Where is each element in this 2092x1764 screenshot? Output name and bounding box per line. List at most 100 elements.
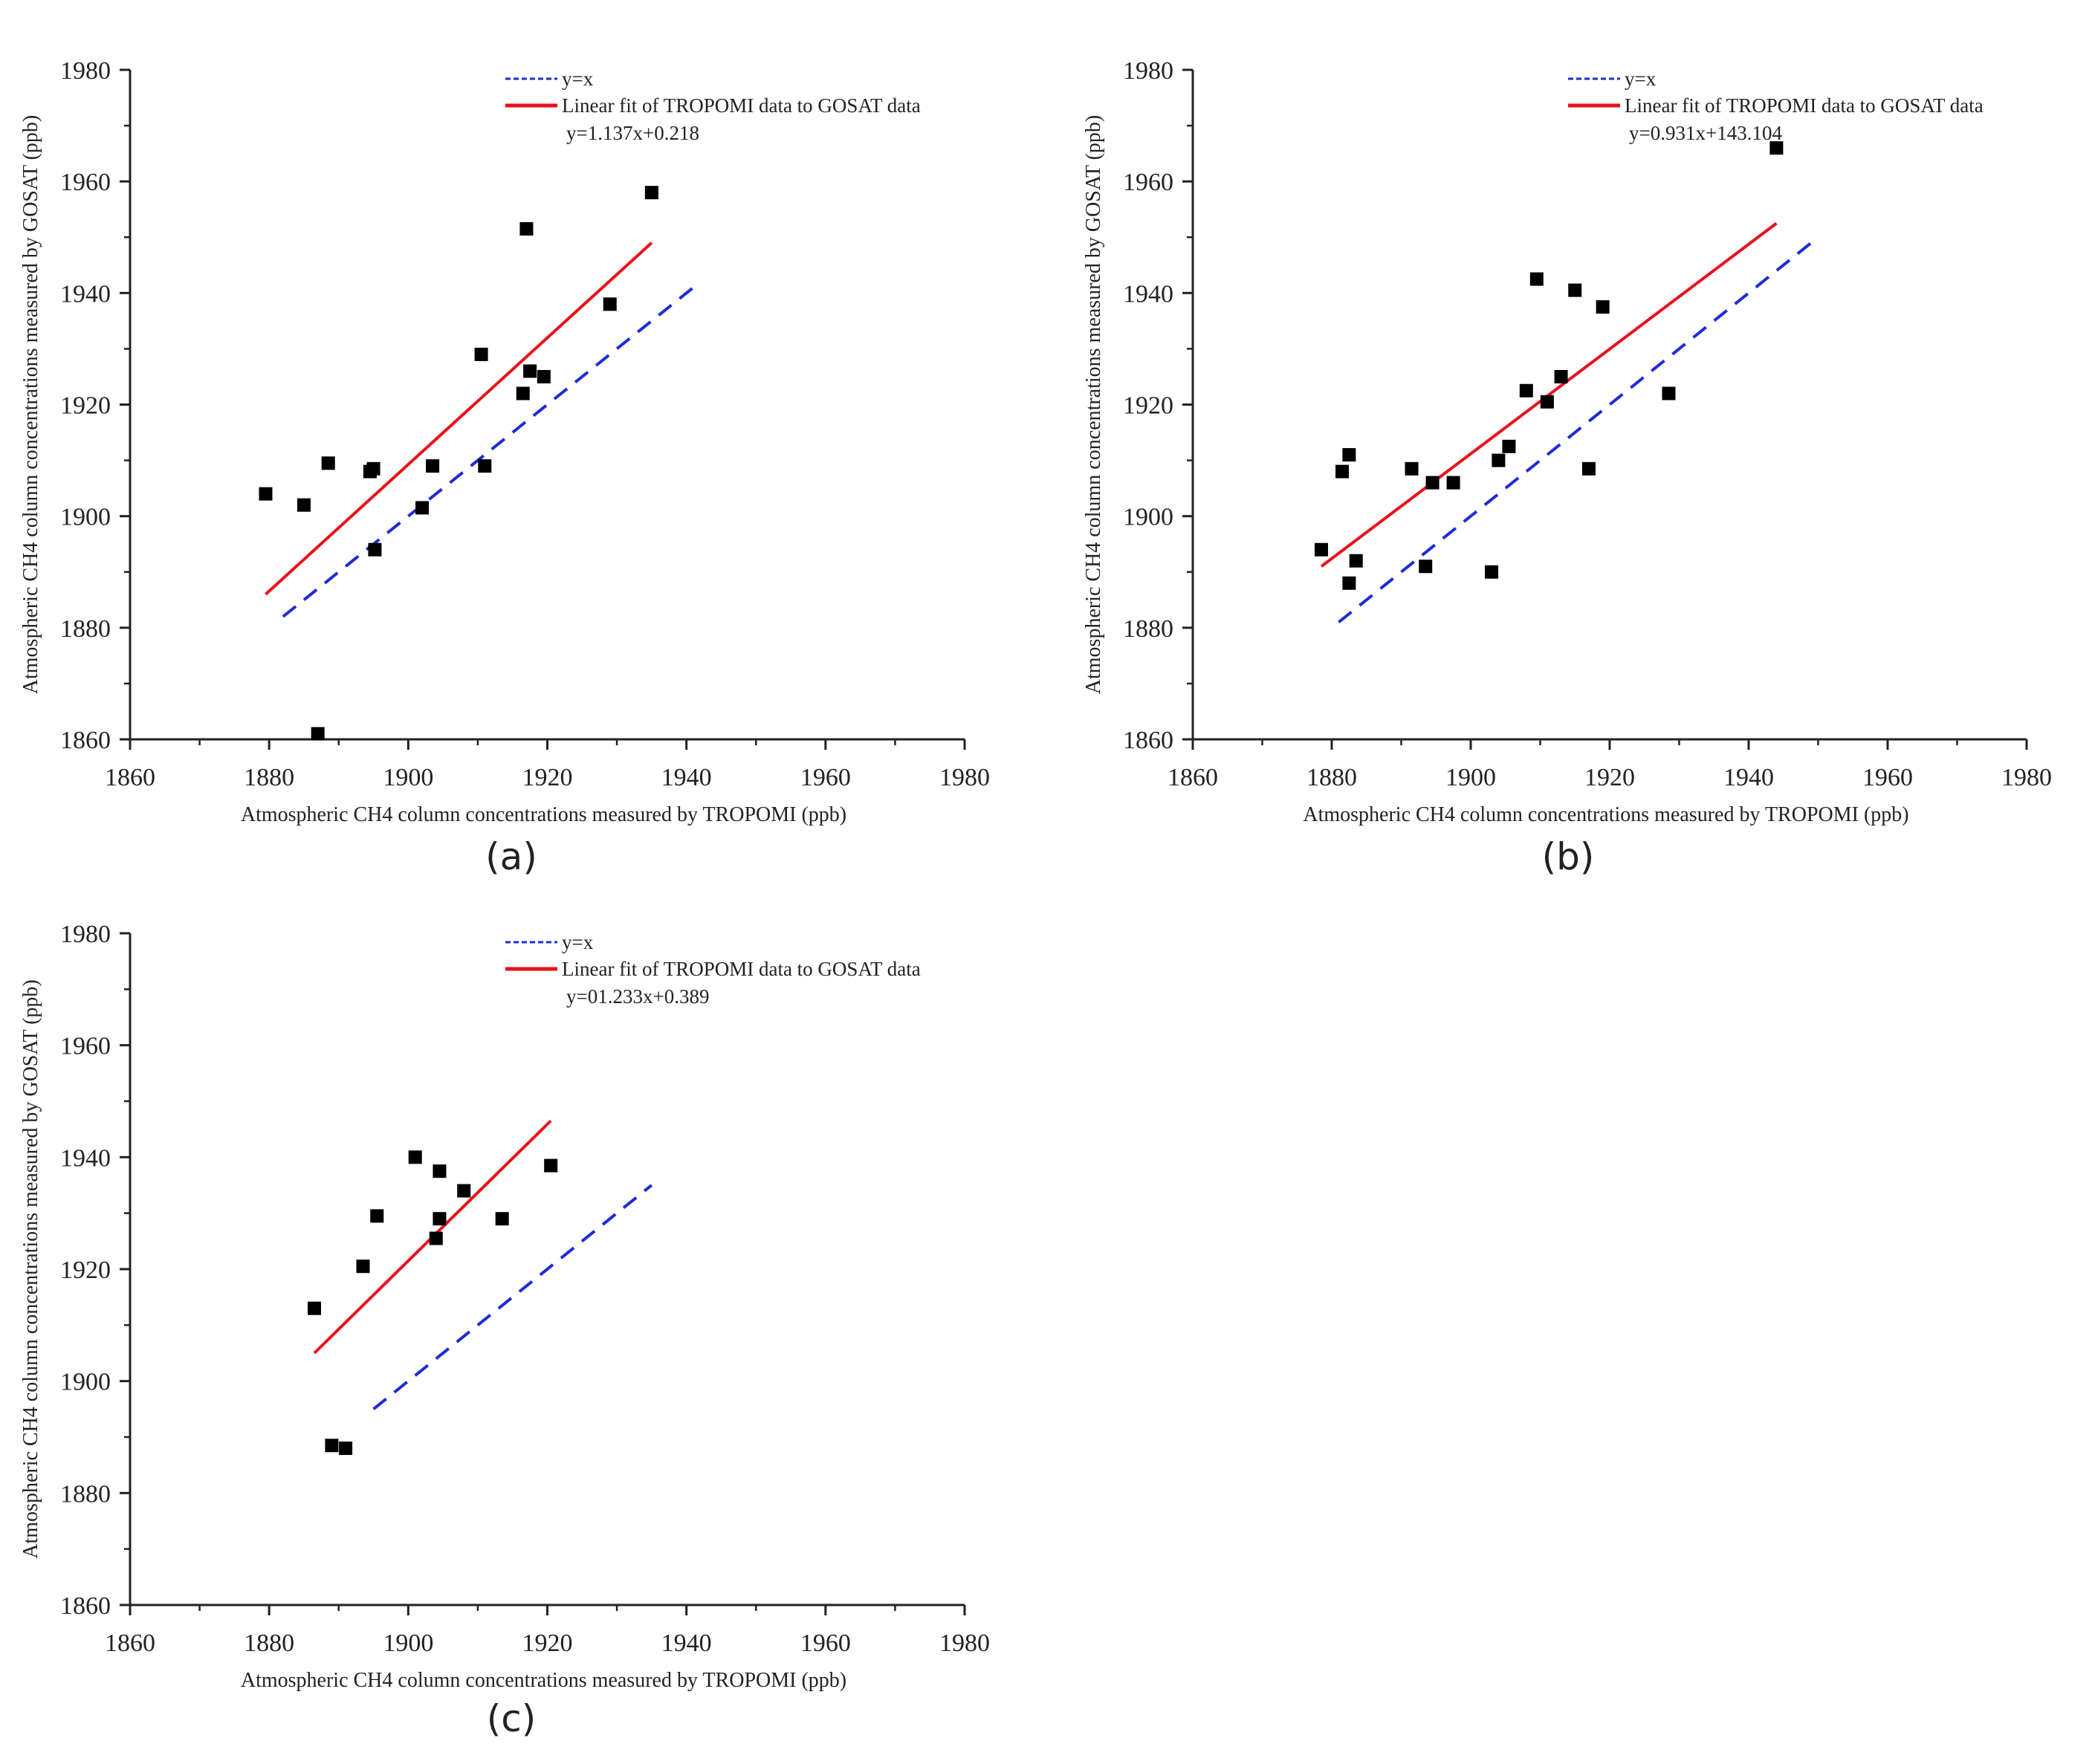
data-point [433, 1164, 447, 1178]
x-tick-label: 1880 [244, 764, 294, 791]
data-point [1335, 464, 1350, 479]
data-point [495, 1212, 509, 1226]
y-tick-label: 1940 [60, 1144, 111, 1172]
data-point [415, 501, 430, 515]
legend-identity-label: y=x [1625, 68, 1657, 90]
chart-panel-c: 1860 1880 1900 1920 1940 1960 1980 1860 1880 1900… [19, 921, 990, 1740]
legend-equation: y=01.233x+0.389 [566, 985, 709, 1008]
data-point [516, 386, 530, 401]
data-point [325, 1439, 339, 1453]
data-point [1492, 453, 1506, 467]
data-point [321, 456, 335, 470]
y-tick-label: 1920 [1123, 392, 1173, 420]
x-axis-title: Atmospheric CH4 column concentrations me… [1303, 803, 1908, 826]
legend-fit-label: Linear fit of TROPOMI data to GOSAT data [562, 94, 921, 117]
x-tick-label: 1940 [1723, 764, 1774, 791]
y-tick-label: 1960 [60, 169, 111, 196]
data-point [297, 498, 311, 512]
data-point [1596, 300, 1610, 314]
y-tick-label: 1940 [1123, 280, 1173, 308]
x-axis-title: Atmospheric CH4 column concentrations me… [241, 803, 846, 826]
identity-line [1338, 241, 1813, 623]
data-point [366, 461, 380, 476]
panel-label: (b) [1542, 835, 1595, 878]
panel-label: (a) [485, 835, 537, 878]
data-point [339, 1442, 353, 1456]
y-tick-label: 1960 [60, 1033, 111, 1060]
x-tick-label: 1920 [522, 1630, 573, 1657]
chart-panel-a: 1860 1880 1900 1920 1940 1960 1980 1860 1880 1900… [19, 57, 990, 878]
x-tick-label: 1880 [1306, 764, 1357, 791]
data-point [1446, 476, 1460, 490]
data-point [1554, 369, 1568, 383]
data-point [603, 297, 617, 311]
fit-line [1320, 221, 1778, 568]
identity-line [372, 1184, 653, 1410]
data-point [1519, 383, 1533, 398]
data-point [474, 347, 488, 361]
y-tick-label: 1960 [1123, 169, 1173, 196]
data-point [311, 727, 325, 741]
x-tick-label: 1980 [2001, 764, 2052, 791]
identity-line [282, 280, 702, 618]
data-point [1485, 565, 1499, 579]
data-point [457, 1184, 471, 1198]
data-point [1405, 461, 1419, 476]
x-tick-label: 1900 [1445, 764, 1496, 791]
data-point [356, 1259, 370, 1274]
fit-line [265, 241, 653, 596]
data-point [544, 1158, 558, 1173]
panel-label: (c) [487, 1697, 537, 1740]
data-point [433, 1212, 447, 1226]
y-tick-label: 1900 [60, 1369, 111, 1396]
y-axis-title: Atmospheric CH4 column concentrations me… [19, 115, 42, 694]
x-tick-label: 1980 [939, 1630, 990, 1657]
data-point [426, 459, 440, 473]
data-point [1662, 386, 1676, 401]
x-tick-label: 1920 [1584, 764, 1635, 791]
y-tick-label: 1920 [60, 1256, 111, 1284]
legend-identity-label: y=x [562, 68, 594, 90]
y-tick-label: 1980 [60, 57, 111, 85]
x-tick-label: 1960 [800, 1630, 851, 1657]
data-point [523, 364, 537, 378]
data-point [259, 487, 273, 501]
data-point [429, 1231, 443, 1245]
data-point [370, 1209, 384, 1223]
y-tick-label: 1980 [1123, 57, 1173, 85]
x-tick-label: 1860 [105, 1630, 155, 1657]
legend-equation: y=1.137x+0.218 [566, 122, 699, 144]
y-tick-label: 1860 [60, 1592, 111, 1620]
x-tick-label: 1880 [244, 1630, 294, 1657]
x-tick-label: 1940 [661, 764, 712, 791]
data-point [644, 186, 658, 200]
legend-fit-label: Linear fit of TROPOMI data to GOSAT data [562, 958, 921, 980]
data-point [1425, 476, 1440, 490]
data-point [307, 1301, 321, 1315]
data-point [1342, 448, 1356, 462]
data-point [478, 459, 492, 473]
y-tick-label: 1880 [60, 615, 111, 643]
legend-identity-label: y=x [562, 931, 594, 953]
y-tick-label: 1940 [60, 280, 111, 308]
data-point [408, 1150, 422, 1164]
y-tick-label: 1920 [60, 392, 111, 420]
y-tick-label: 1860 [60, 727, 111, 754]
data-point [1419, 560, 1433, 574]
x-tick-label: 1960 [800, 764, 851, 791]
y-tick-label: 1900 [1123, 504, 1173, 531]
data-point [368, 542, 382, 557]
data-point [1502, 439, 1516, 453]
legend-fit-label: Linear fit of TROPOMI data to GOSAT data [1625, 94, 1983, 117]
x-tick-label: 1900 [383, 764, 433, 791]
x-axis-title: Atmospheric CH4 column concentrations me… [241, 1669, 846, 1692]
data-point [1568, 283, 1582, 297]
legend-equation: y=0.931x+143.104 [1629, 122, 1782, 144]
data-point [1342, 576, 1356, 590]
data-point [519, 221, 534, 236]
y-tick-label: 1980 [60, 921, 111, 948]
x-tick-label: 1960 [1862, 764, 1913, 791]
x-tick-label: 1860 [105, 764, 155, 791]
y-tick-label: 1900 [60, 504, 111, 531]
